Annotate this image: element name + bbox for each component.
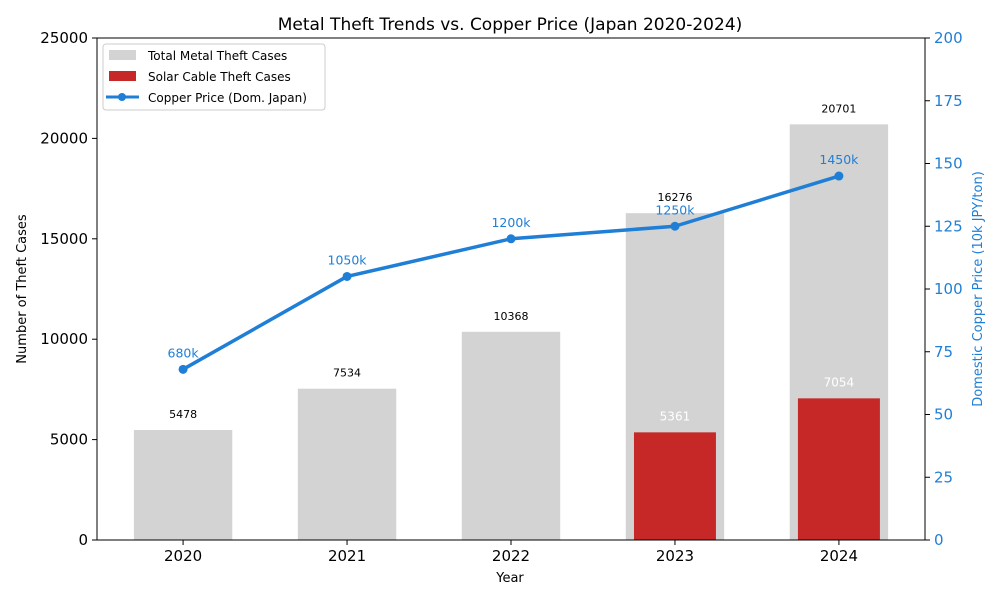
y-right-tick-label: 0	[934, 531, 944, 549]
y-left-tick-label: 0	[78, 531, 88, 549]
copper-price-label-2021: 1050k	[328, 252, 368, 267]
total-theft-bar-2022	[461, 331, 561, 540]
total-theft-label-2021: 7534	[333, 367, 361, 380]
x-tick-label-2021: 2021	[328, 547, 366, 565]
copper-price-point-2021	[342, 271, 352, 281]
x-tick-label-2024: 2024	[820, 547, 858, 565]
legend: Total Metal Theft Cases Solar Cable Thef…	[102, 43, 326, 111]
copper-price-point-2024	[834, 171, 844, 181]
legend-box	[102, 43, 326, 111]
y-right-tick-label: 150	[934, 155, 963, 173]
y-right-tick-label: 50	[934, 406, 953, 424]
bar-labels: 5478 7534 10368 16276 20701 5361 7054	[169, 102, 856, 423]
copper-price-line-group: 680k 1050k 1200k 1250k 1450k	[168, 152, 859, 374]
legend-swatch-solar	[109, 71, 136, 81]
total-theft-label-2020: 5478	[169, 408, 197, 421]
solar-theft-bar-2023	[633, 432, 716, 540]
total-theft-bar-2020	[133, 430, 233, 540]
x-axis-title: Year	[495, 571, 524, 586]
y-right-tick-label: 100	[934, 280, 963, 298]
copper-price-point-2023	[670, 221, 680, 231]
y-axis-right-title: Domestic Copper Price (10k JPY/ton)	[971, 171, 986, 407]
legend-swatch-copper-marker	[118, 93, 126, 101]
copper-price-point-2022	[506, 234, 516, 244]
legend-label-solar: Solar Cable Theft Cases	[148, 70, 291, 84]
y-right-tick-label: 200	[934, 29, 963, 47]
y-left-tick-label: 15000	[40, 230, 88, 248]
copper-price-label-2020: 680k	[168, 345, 200, 360]
solar-theft-bar-2024	[797, 398, 880, 540]
y-right-tick-label: 75	[934, 343, 953, 361]
y-right-tick-label: 175	[934, 92, 963, 110]
y-axis-left-title: Number of Theft Cases	[15, 214, 30, 364]
total-theft-label-2024: 20701	[821, 102, 856, 115]
x-tick-label-2023: 2023	[656, 547, 694, 565]
legend-label-total: Total Metal Theft Cases	[147, 49, 287, 63]
total-theft-label-2023: 16276	[657, 191, 692, 204]
chart-title: Metal Theft Trends vs. Copper Price (Jap…	[278, 15, 743, 35]
copper-price-label-2024: 1450k	[819, 152, 859, 167]
x-axis: 2020 2021 2022 2023 2024	[164, 540, 858, 565]
legend-label-copper: Copper Price (Dom. Japan)	[148, 91, 307, 105]
copper-price-label-2023: 1250k	[655, 202, 695, 217]
solar-theft-label-2023: 5361	[660, 409, 691, 423]
copper-price-label-2022: 1200k	[491, 215, 531, 230]
total-theft-bar-2021	[297, 388, 397, 540]
y-left-tick-label: 20000	[40, 129, 88, 147]
copper-price-point-2020	[178, 364, 188, 374]
y-left-tick-label: 5000	[50, 431, 88, 449]
solar-theft-bars	[633, 398, 880, 540]
x-tick-label-2020: 2020	[164, 547, 202, 565]
y-right-tick-label: 25	[934, 468, 953, 486]
y-left-tick-label: 25000	[40, 29, 88, 47]
y-left-tick-label: 10000	[40, 330, 88, 348]
y-axis-right: 0 25 50 75 100 125 150 175 200	[925, 29, 963, 549]
total-theft-label-2022: 10368	[494, 310, 529, 323]
legend-swatch-total	[109, 50, 136, 60]
solar-theft-label-2024: 7054	[824, 375, 855, 389]
y-right-tick-label: 125	[934, 217, 963, 235]
y-axis-left: 0 5000 10000 15000 20000 25000	[40, 29, 97, 549]
x-tick-label-2022: 2022	[492, 547, 530, 565]
